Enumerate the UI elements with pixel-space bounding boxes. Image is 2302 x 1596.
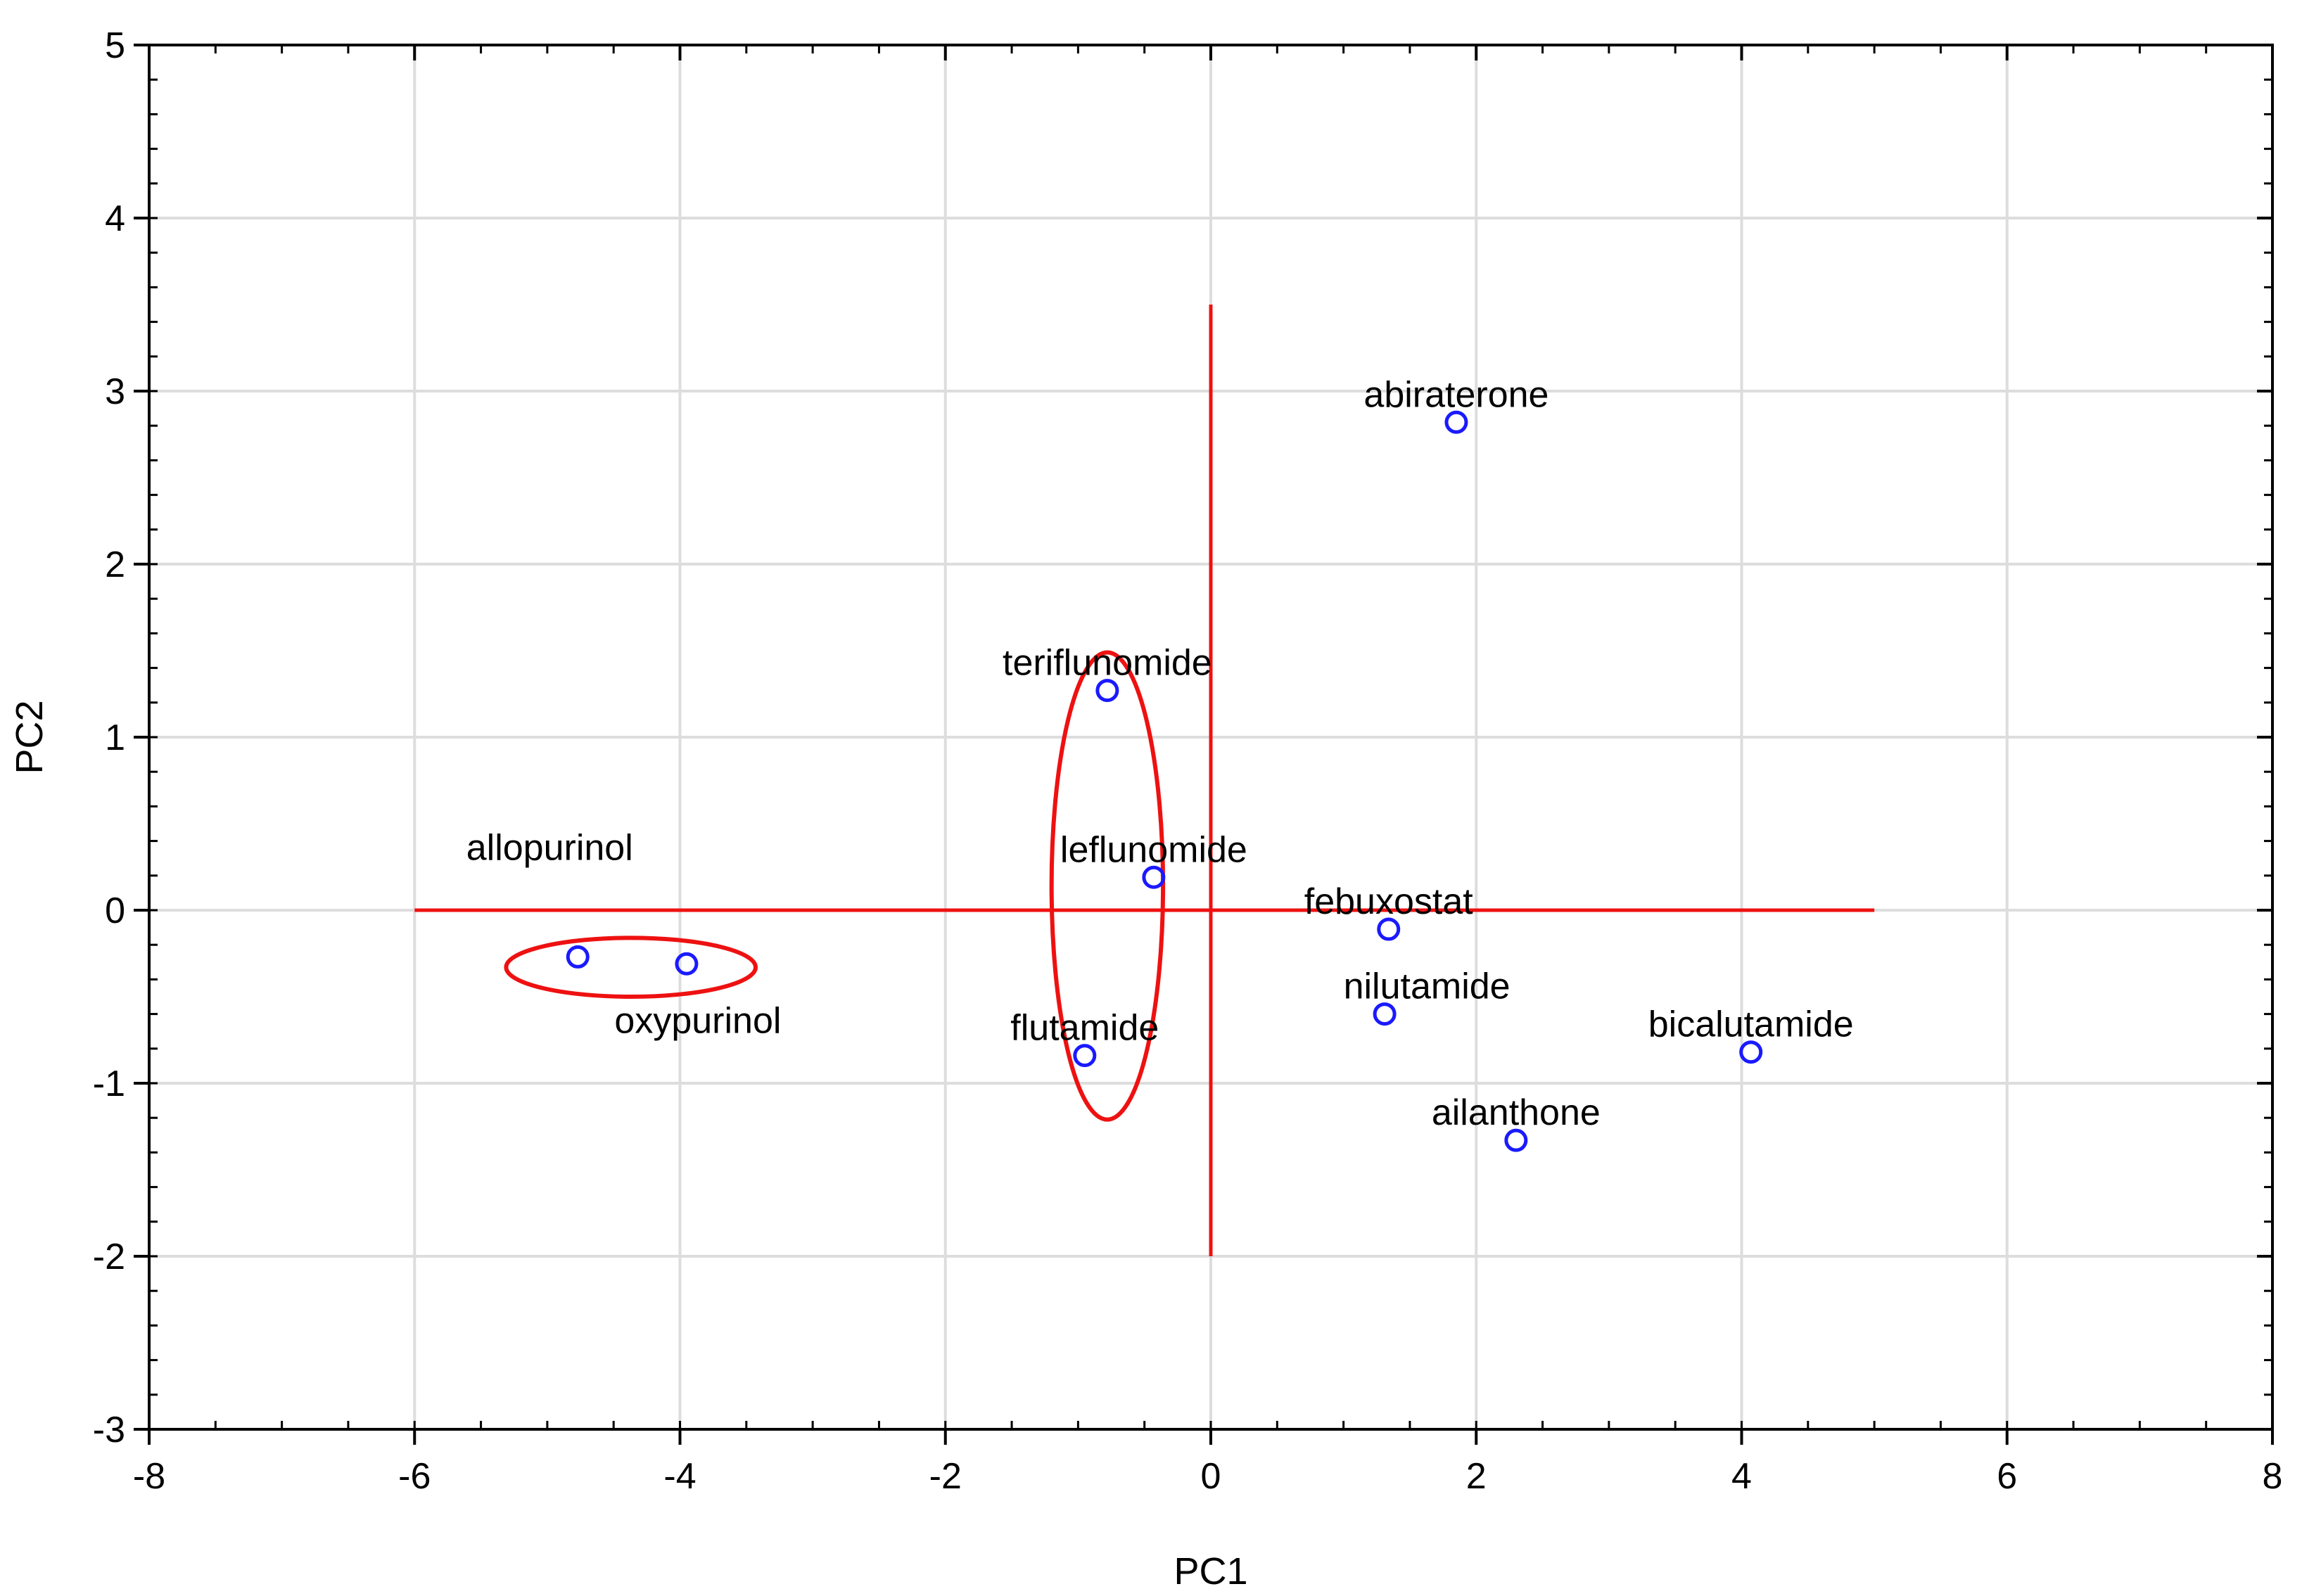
data-point-nilutamide xyxy=(1373,1002,1397,1026)
point-label-nilutamide: nilutamide xyxy=(1344,966,1511,1007)
point-label-teriflunomide: teriflunomide xyxy=(1003,643,1212,684)
reference-lines xyxy=(414,305,1875,1256)
x-axis-ticks: -8 -6 -4 -2 0 2 4 6 8 xyxy=(133,45,2283,1497)
data-point-flutamide xyxy=(1073,1044,1097,1068)
point-label-flutamide: flutamide xyxy=(1010,1008,1159,1049)
x-tick-label: 4 xyxy=(1731,1456,1752,1497)
data-point-oxypurinol xyxy=(675,952,699,976)
x-tick-label: 2 xyxy=(1466,1456,1487,1497)
point-label-bicalutamide: bicalutamide xyxy=(1648,1004,1854,1045)
x-tick-label: 6 xyxy=(1997,1456,2017,1497)
point-labels: abiraterone teriflunomide leflunomide febux… xyxy=(466,374,1854,1133)
x-tick-label: 0 xyxy=(1201,1456,1221,1497)
data-point-ailanthone xyxy=(1504,1128,1528,1152)
x-tick-label: -8 xyxy=(133,1456,165,1497)
point-label-febuxostat: febuxostat xyxy=(1304,881,1473,922)
x-axis-label: PC1 xyxy=(1174,1550,1247,1592)
y-tick-label: 0 xyxy=(105,890,125,931)
y-tick-label: 3 xyxy=(105,371,125,412)
data-point-abiraterone xyxy=(1444,410,1468,434)
cluster-ellipses xyxy=(504,650,1166,1122)
x-tick-label: -2 xyxy=(929,1456,962,1497)
y-tick-label: -3 xyxy=(93,1410,125,1450)
point-label-abiraterone: abiraterone xyxy=(1363,374,1549,415)
point-label-oxypurinol: oxypurinol xyxy=(614,1000,781,1041)
y-tick-label: -1 xyxy=(93,1064,125,1104)
y-tick-label: 4 xyxy=(105,198,125,239)
cluster-ellipse xyxy=(504,936,758,1000)
point-label-ailanthone: ailanthone xyxy=(1432,1092,1601,1133)
data-point-febuxostat xyxy=(1377,917,1401,941)
y-axis-ticks: -3 -2 -1 0 1 2 3 4 5 xyxy=(93,25,2272,1450)
point-label-allopurinol: allopurinol xyxy=(466,827,633,868)
x-tick-label: 8 xyxy=(2263,1456,2283,1497)
y-tick-label: 5 xyxy=(105,25,125,66)
y-tick-label: -2 xyxy=(93,1237,125,1277)
y-tick-label: 2 xyxy=(105,544,125,585)
data-point-allopurinol xyxy=(566,945,590,969)
y-tick-label: 1 xyxy=(105,717,125,758)
data-point-bicalutamide xyxy=(1739,1040,1763,1064)
point-label-leflunomide: leflunomide xyxy=(1060,829,1247,870)
y-axis-label: PC2 xyxy=(8,700,51,774)
data-point-leflunomide xyxy=(1142,865,1166,889)
cluster-ellipse xyxy=(1049,650,1166,1122)
data-points xyxy=(566,410,1763,1152)
x-tick-label: -4 xyxy=(663,1456,696,1497)
x-tick-label: -6 xyxy=(398,1456,431,1497)
data-point-teriflunomide xyxy=(1095,679,1119,703)
